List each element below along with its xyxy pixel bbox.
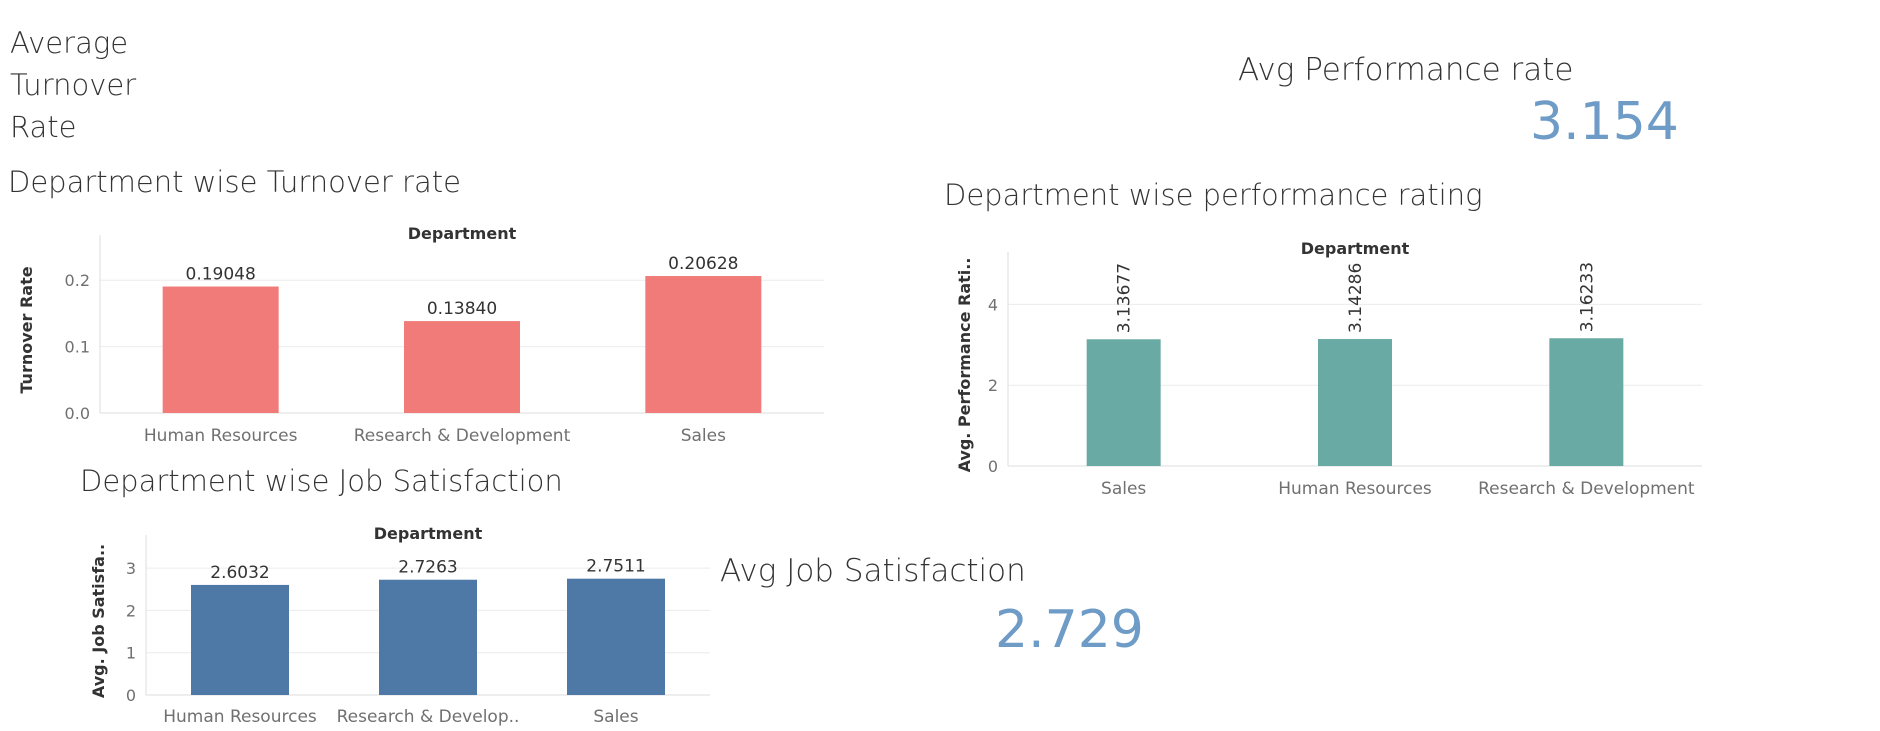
performance-column-header: Department (1301, 239, 1410, 258)
kpi-turnover-title-line: Average (10, 26, 129, 60)
satisfaction-data-label: 2.6032 (210, 563, 269, 583)
turnover-bar (162, 286, 279, 413)
satisfaction-y-tick-label: 2 (126, 601, 136, 620)
satisfaction-data-label: 2.7263 (398, 558, 457, 578)
satisfaction-category-label: Human Resources (163, 707, 317, 727)
turnover-y-tick-label: 0.1 (65, 338, 90, 357)
satisfaction-data-label: 2.7511 (586, 557, 645, 577)
performance-data-label: 3.13677 (1115, 263, 1135, 333)
turnover-category-label: Research & Development (354, 426, 571, 446)
turnover-chart: Department 0.0 0.1 0.2 Turnover Rate 0.19048 H… (17, 224, 824, 446)
performance-chart: Department 0 2 4 Avg. Performance Rati.. 3.13… (955, 239, 1702, 499)
kpi-performance-title: Avg Performance rate (1238, 52, 1574, 88)
turnover-y-axis-title: Turnover Rate (17, 266, 36, 393)
satisfaction-y-tick-label: 0 (126, 686, 136, 705)
turnover-column-header: Department (408, 224, 517, 243)
turnover-data-label: 0.20628 (668, 254, 738, 274)
performance-chart-title: Department wise performance rating (944, 178, 1483, 212)
satisfaction-y-tick-label: 1 (126, 644, 136, 663)
satisfaction-category-label: Research & Develop.. (337, 707, 520, 727)
satisfaction-bar (191, 584, 289, 695)
performance-y-tick-label: 2 (988, 376, 998, 395)
performance-category-label: Research & Development (1478, 479, 1695, 499)
performance-y-axis-title: Avg. Performance Rati.. (955, 258, 974, 473)
kpi-performance-value: 3.154 (1530, 92, 1679, 152)
satisfaction-y-tick-label: 3 (126, 559, 136, 578)
turnover-y-tick-label: 0.0 (65, 404, 90, 423)
satisfaction-y-axis-title: Avg. Job Satisfa.. (89, 544, 108, 698)
turnover-y-tick-label: 0.2 (65, 271, 90, 290)
turnover-chart-title: Department wise Turnover rate (8, 165, 461, 199)
turnover-bar (404, 321, 520, 413)
satisfaction-category-label: Sales (593, 707, 638, 727)
satisfaction-chart-title: Department wise Job Satisfaction (80, 464, 563, 498)
kpi-job-satisfaction-title: Avg Job Satisfaction (720, 553, 1026, 589)
performance-data-label: 3.16233 (1577, 262, 1597, 332)
turnover-data-label: 0.19048 (186, 265, 256, 285)
turnover-category-label: Sales (681, 426, 726, 446)
turnover-data-label: 0.13840 (427, 299, 497, 319)
performance-data-label: 3.14286 (1346, 263, 1366, 333)
kpi-turnover-title-line: Rate (10, 110, 77, 144)
kpi-turnover-title-line: Turnover (10, 68, 137, 102)
performance-bar (1318, 339, 1392, 466)
satisfaction-column-header: Department (374, 524, 483, 543)
satisfaction-bar (567, 578, 665, 695)
performance-y-tick-label: 0 (988, 457, 998, 476)
performance-bar (1086, 339, 1161, 466)
performance-bar (1549, 338, 1624, 466)
satisfaction-chart: Department 0 1 2 3 Avg. Job Satisfa.. 2.6032 Hu… (89, 524, 710, 727)
kpi-job-satisfaction-value: 2.729 (995, 600, 1144, 660)
kpi-turnover-title: Average Turnover Rate (10, 22, 136, 148)
turnover-bar (645, 276, 762, 413)
performance-category-label: Human Resources (1278, 479, 1432, 499)
satisfaction-bar (379, 579, 477, 695)
performance-y-tick-label: 4 (988, 295, 998, 314)
performance-category-label: Sales (1101, 479, 1146, 499)
turnover-category-label: Human Resources (144, 426, 298, 446)
